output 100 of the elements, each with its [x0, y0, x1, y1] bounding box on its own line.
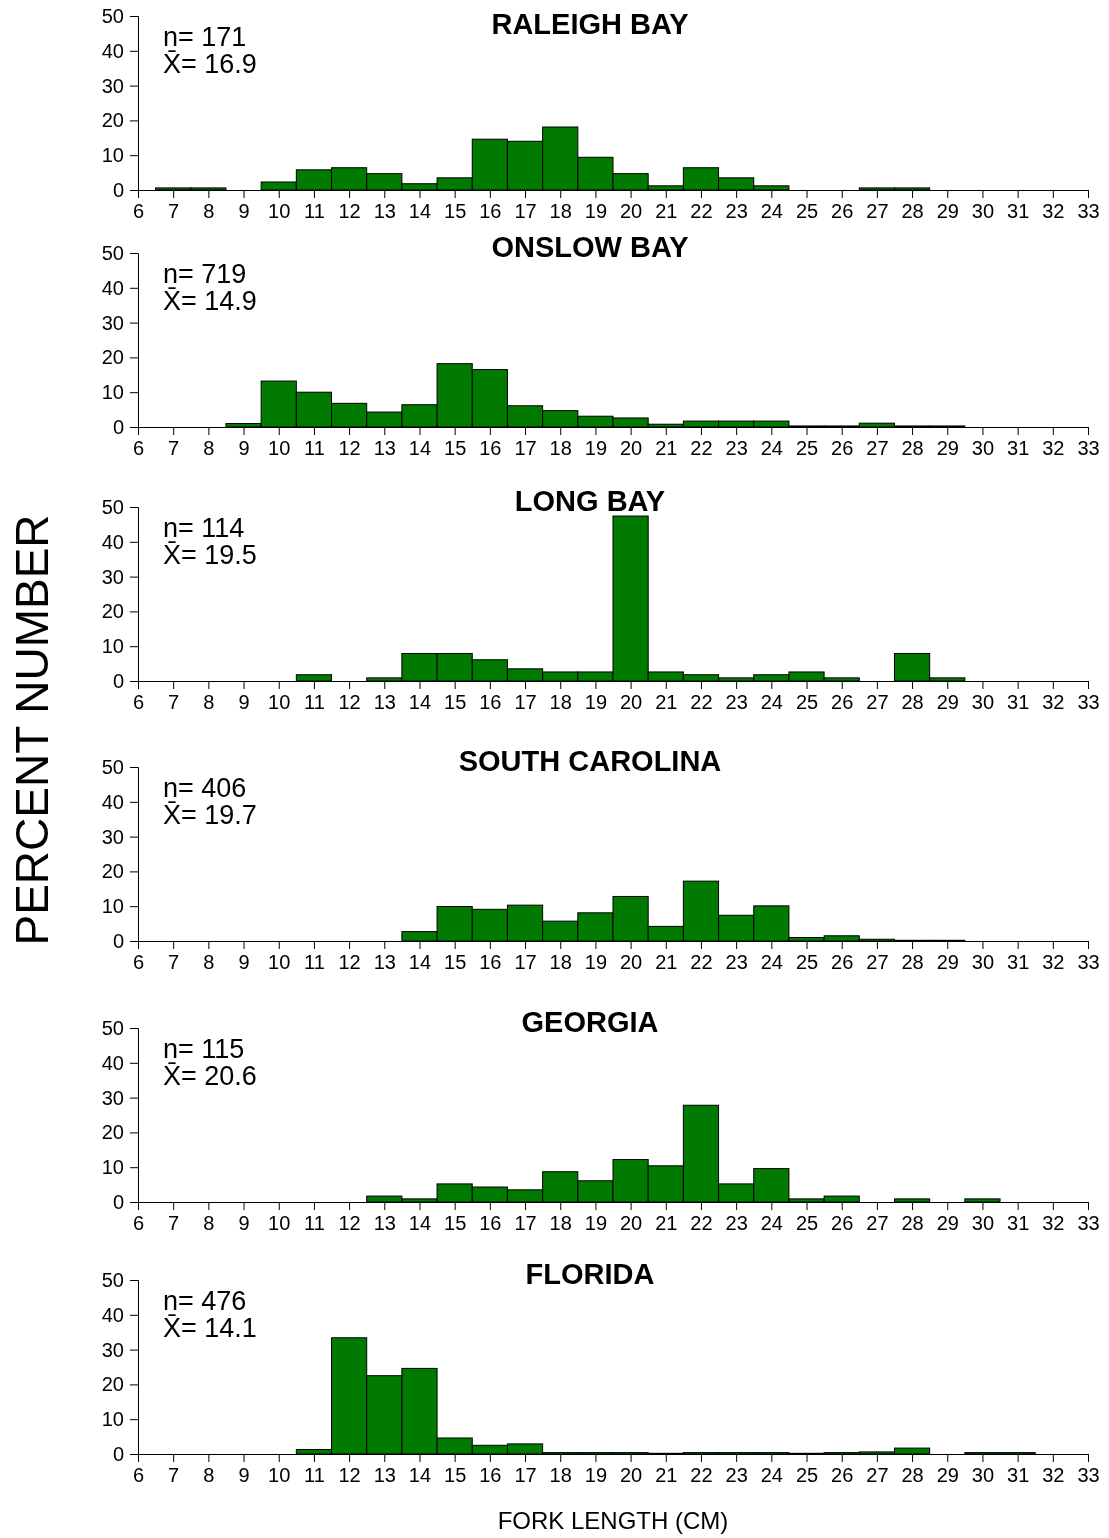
x-tick-label: 8 — [203, 437, 215, 460]
y-tick-label: 10 — [101, 1408, 124, 1431]
x-tick-label: 30 — [971, 1464, 995, 1487]
x-tick-label: 14 — [408, 1212, 432, 1235]
y-tick-label: 40 — [101, 530, 124, 553]
x-tick-label: 25 — [795, 951, 819, 974]
y-tick-label: 30 — [101, 1086, 124, 1109]
x-tick-label: 6 — [132, 691, 145, 714]
x-tick-label: 26 — [831, 951, 854, 974]
x-tick-label: 30 — [971, 437, 995, 460]
y-tick-label: 0 — [112, 929, 124, 952]
x-tick-label: 28 — [901, 1464, 924, 1487]
chart-title: SOUTH CAROLINA — [458, 745, 722, 777]
x-tick-label: 24 — [760, 1464, 783, 1487]
y-tick-label: 40 — [101, 1051, 124, 1074]
y-tick-label: 10 — [101, 895, 124, 918]
x-tick-label: 12 — [338, 1212, 361, 1235]
x-tick-label: 8 — [203, 951, 215, 974]
x-tick-label: 24 — [760, 200, 783, 223]
x-tick-label: 31 — [1007, 691, 1030, 714]
x-tick-label: 26 — [831, 691, 854, 714]
x-tick-label: 25 — [795, 200, 819, 223]
x-tick-label: 30 — [971, 691, 995, 714]
x-tick-label: 19 — [584, 437, 608, 460]
x-tick-label: 14 — [408, 1464, 432, 1487]
x-tick-label: 22 — [690, 691, 713, 714]
x-tick-label: 26 — [831, 1212, 854, 1235]
x-tick-label: 20 — [619, 200, 643, 223]
y-tick-label: 50 — [101, 1016, 124, 1039]
x-tick-label: 13 — [373, 200, 396, 223]
x-tick-label: 20 — [619, 691, 643, 714]
x-tick-label: 18 — [549, 691, 572, 714]
x-tick-label: 12 — [338, 691, 361, 714]
x-tick-label: 28 — [901, 951, 924, 974]
x-tick-label: 15 — [444, 1212, 467, 1235]
x-tick-label: 17 — [514, 1464, 537, 1487]
x-tick-label: 22 — [690, 1464, 713, 1487]
x-tick-label: 16 — [479, 1464, 502, 1487]
annotation: X̄= 19.5 — [163, 540, 257, 570]
x-tick-label: 23 — [725, 1464, 748, 1487]
x-tick-label: 12 — [338, 951, 361, 974]
x-tick-label: 28 — [901, 200, 924, 223]
y-tick-label: 50 — [101, 1268, 124, 1291]
x-tick-label: 27 — [866, 691, 889, 714]
y-tick-label: 10 — [101, 635, 124, 658]
x-tick-label: 13 — [373, 951, 396, 974]
x-tick-label: 23 — [725, 200, 748, 223]
x-tick-label: 20 — [619, 437, 643, 460]
x-tick-label: 17 — [514, 1212, 537, 1235]
x-tick-label: 33 — [1077, 1212, 1100, 1235]
x-tick-label: 13 — [373, 1464, 396, 1487]
x-tick-label: 23 — [725, 691, 748, 714]
annotation: X̄= 14.9 — [163, 286, 257, 316]
y-tick-label: 50 — [101, 495, 124, 518]
x-tick-label: 10 — [268, 691, 291, 714]
x-tick-label: 19 — [584, 200, 608, 223]
x-tick-label: 7 — [168, 437, 180, 460]
x-tick-label: 20 — [619, 1212, 643, 1235]
y-tick-label: 20 — [101, 600, 124, 623]
x-tick-label: 32 — [1042, 951, 1065, 974]
x-tick-label: 14 — [408, 437, 432, 460]
x-tick-label: 10 — [268, 951, 291, 974]
y-tick-label: 50 — [101, 4, 124, 27]
x-tick-label: 11 — [304, 951, 325, 974]
x-tick-label: 30 — [971, 951, 995, 974]
x-tick-label: 16 — [479, 951, 502, 974]
x-tick-label: 18 — [549, 951, 572, 974]
y-tick-label: 10 — [101, 381, 124, 404]
x-tick-label: 31 — [1007, 951, 1030, 974]
x-tick-label: 27 — [866, 200, 889, 223]
x-tick-label: 31 — [1007, 437, 1030, 460]
annotation: X̄= 16.9 — [163, 49, 257, 79]
x-tick-label: 15 — [444, 951, 467, 974]
x-tick-label: 18 — [549, 437, 572, 460]
x-tick-label: 8 — [203, 200, 215, 223]
x-tick-label: 14 — [408, 691, 432, 714]
y-tick-label: 10 — [101, 144, 124, 167]
x-tick-label: 22 — [690, 951, 713, 974]
x-tick-label: 28 — [901, 691, 924, 714]
x-tick-label: 9 — [238, 437, 250, 460]
x-tick-label: 17 — [514, 200, 537, 223]
y-tick-label: 30 — [101, 311, 124, 334]
y-tick-label: 30 — [101, 1338, 124, 1361]
x-tick-label: 25 — [795, 437, 819, 460]
chart-title: GEORGIA — [521, 1006, 659, 1038]
x-tick-label: 23 — [725, 951, 748, 974]
x-tick-label: 30 — [971, 1212, 995, 1235]
x-tick-label: 14 — [408, 951, 432, 974]
annotation: X̄= 20.6 — [163, 1061, 257, 1091]
x-tick-label: 31 — [1007, 1212, 1030, 1235]
x-tick-label: 7 — [168, 200, 180, 223]
y-tick-label: 50 — [101, 755, 124, 778]
chart-title: FLORIDA — [525, 1258, 655, 1290]
chart-title: ONSLOW BAY — [491, 231, 689, 263]
x-tick-label: 31 — [1007, 200, 1030, 223]
x-tick-label: 10 — [268, 437, 291, 460]
x-tick-label: 33 — [1077, 1464, 1100, 1487]
x-tick-label: 10 — [268, 1464, 291, 1487]
y-tick-label: 30 — [101, 74, 124, 97]
x-tick-label: 16 — [479, 200, 502, 223]
